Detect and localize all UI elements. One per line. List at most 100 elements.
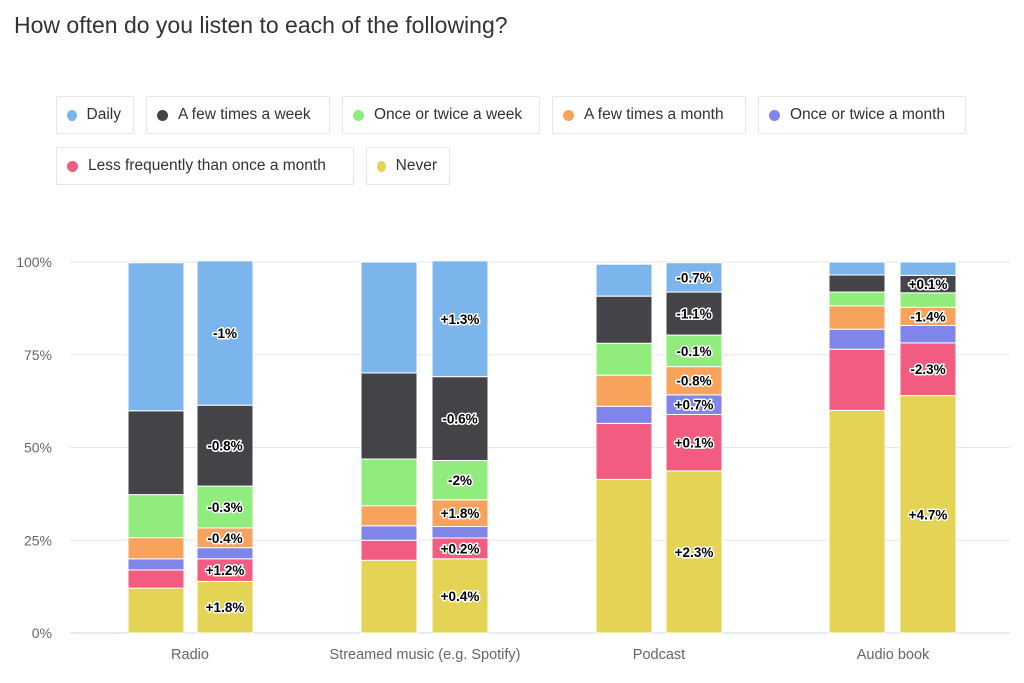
data-label: +0.7% — [675, 398, 714, 413]
x-tick-label: Radio — [171, 647, 209, 663]
legend-label: Daily — [86, 106, 121, 123]
data-label: +1.2% — [206, 563, 245, 578]
data-label: +0.1% — [675, 436, 714, 451]
data-label: -0.7% — [676, 270, 711, 285]
data-label: -0.4% — [207, 531, 242, 546]
bar-segment — [899, 395, 957, 634]
y-tick-label: 50% — [24, 440, 52, 456]
data-label: -0.3% — [207, 500, 242, 515]
bar-segment — [127, 558, 185, 571]
legend-marker-icon — [157, 109, 168, 121]
data-label: +4.7% — [909, 507, 948, 522]
bar-segment — [431, 260, 489, 378]
bar-segment — [127, 494, 185, 539]
legend-item[interactable]: Less frequently than once a month — [56, 147, 354, 185]
legend-item[interactable]: Daily — [56, 96, 134, 134]
bar-segment — [828, 274, 886, 293]
bar-segment — [127, 587, 185, 634]
bar-segment — [127, 537, 185, 560]
y-tick-label: 75% — [24, 347, 52, 363]
bar-segment — [899, 261, 957, 276]
bar-segment — [196, 260, 254, 406]
bar-segment — [360, 261, 418, 374]
y-tick-label: 0% — [32, 625, 52, 641]
legend-marker-icon — [353, 109, 364, 121]
legend-item[interactable]: A few times a week — [146, 96, 330, 134]
data-label: +2.3% — [675, 545, 714, 560]
x-tick-label: Podcast — [633, 647, 685, 663]
data-label: +0.1% — [909, 277, 948, 292]
legend-label: Once or twice a week — [374, 106, 523, 123]
data-label: -1.1% — [676, 307, 711, 322]
bar-segment — [360, 458, 418, 507]
legend-label: Never — [395, 157, 437, 174]
legend-item[interactable]: Once or twice a week — [342, 96, 540, 134]
bar-segment — [595, 422, 653, 480]
y-tick-label: 25% — [24, 532, 52, 548]
legend-item[interactable]: Never — [366, 147, 450, 185]
bar-segment — [665, 334, 723, 368]
legend-marker-icon — [67, 109, 77, 121]
data-label: -2% — [448, 473, 472, 488]
data-label: -1% — [213, 326, 237, 341]
legend-item[interactable]: Once or twice a month — [758, 96, 966, 134]
bar-segment — [431, 376, 489, 461]
bar-segment — [665, 470, 723, 634]
legend-label: A few times a month — [584, 106, 724, 123]
bar-segment — [828, 348, 886, 411]
bar-segment — [665, 413, 723, 472]
bar-segment — [899, 342, 957, 397]
x-tick-label: Audio book — [857, 647, 930, 663]
bar-segment — [595, 342, 653, 376]
bar-segment — [360, 372, 418, 460]
bar-segment — [360, 559, 418, 634]
bar-segment — [828, 305, 886, 330]
bar-segment — [595, 295, 653, 344]
bar-segment — [127, 410, 185, 496]
bar-segment — [127, 569, 185, 589]
data-label: +0.4% — [441, 589, 480, 604]
bar-segment — [196, 404, 254, 487]
data-label: +1.8% — [441, 506, 480, 521]
data-label: +1.8% — [206, 600, 245, 615]
legend-label: A few times a week — [178, 106, 311, 123]
bar-segment — [828, 409, 886, 634]
legend-item[interactable]: A few times a month — [552, 96, 746, 134]
bar-segment — [828, 261, 886, 276]
bar-segment — [127, 262, 185, 412]
legend-label: Less frequently than once a month — [88, 157, 326, 174]
bar-segment — [360, 525, 418, 541]
bar-segment — [196, 485, 254, 529]
bar-segment — [431, 459, 489, 501]
bar-segment — [196, 547, 254, 560]
bar-segment — [431, 558, 489, 634]
legend-marker-icon — [67, 160, 78, 172]
x-tick-label: Streamed music (e.g. Spotify) — [330, 647, 521, 663]
bar-segment — [828, 291, 886, 307]
bar-segment — [595, 374, 653, 407]
bar-segment — [595, 478, 653, 634]
data-label: +1.3% — [441, 312, 480, 327]
bar-segment — [360, 539, 418, 561]
bar-segment — [665, 262, 723, 293]
legend-marker-icon — [769, 109, 780, 121]
data-label: -0.8% — [207, 439, 242, 454]
data-label: +0.2% — [441, 541, 480, 556]
data-label: -0.1% — [676, 344, 711, 359]
bar-segment — [665, 366, 723, 396]
bar-segment — [595, 263, 653, 297]
legend-marker-icon — [563, 109, 574, 121]
bar-segment — [899, 324, 957, 344]
legend-marker-icon — [377, 160, 386, 172]
bar-segment — [828, 328, 886, 350]
data-label: -2.3% — [910, 362, 945, 377]
bar-segment — [595, 405, 653, 424]
chart-title: How often do you listen to each of the f… — [14, 12, 508, 38]
bar-segment — [665, 291, 723, 336]
bar-segment — [431, 499, 489, 528]
bar-segment — [899, 292, 957, 308]
data-label: -0.6% — [442, 412, 477, 427]
legend-label: Once or twice a month — [790, 106, 946, 123]
bar-segment — [360, 505, 418, 527]
